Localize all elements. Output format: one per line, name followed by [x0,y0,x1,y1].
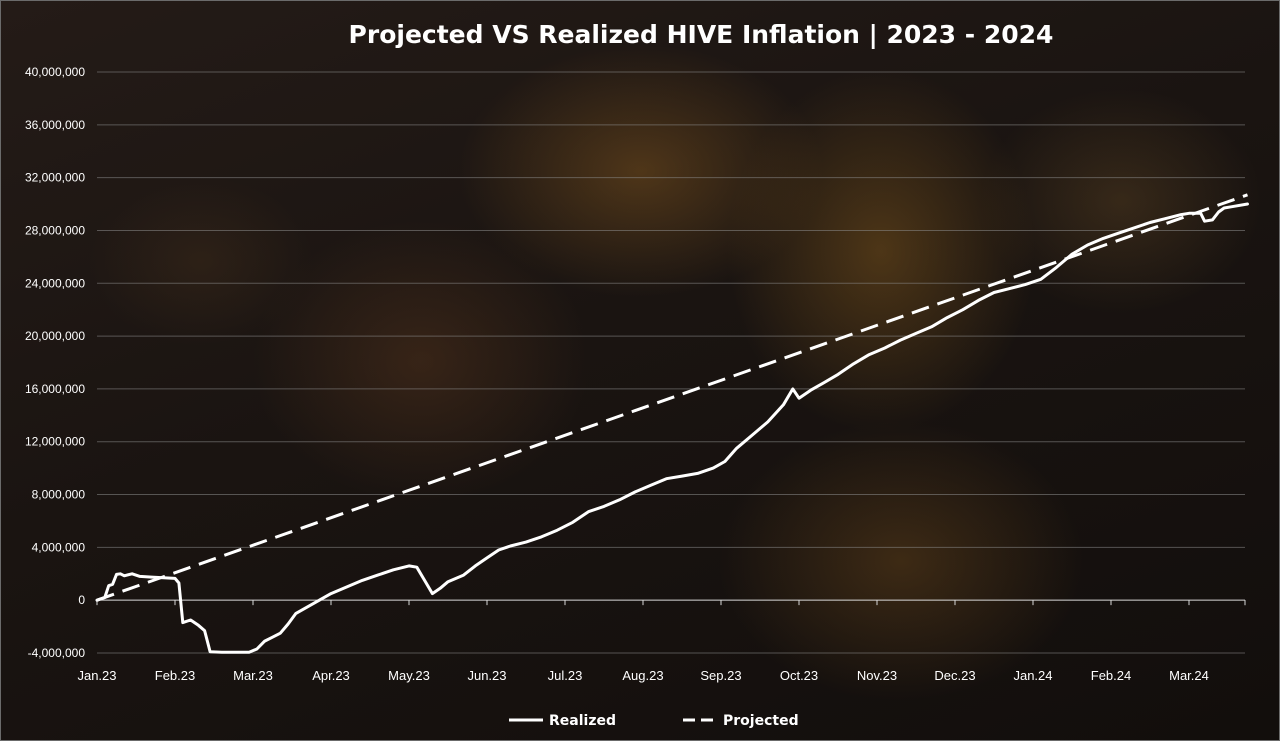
series-projected-line [96,193,1248,602]
x-tick-label: Mar.24 [1169,668,1209,683]
y-tick-label: 16,000,000 [25,382,85,396]
x-tick-label: May.23 [388,668,430,683]
legend-label-realized: Realized [549,713,616,729]
chart-title: Projected VS Realized HIVE Inflation | 2… [349,20,1054,49]
y-tick-label: 4,000,000 [32,540,86,554]
y-tick-label: 36,000,000 [25,118,85,132]
x-axis-tick-labels: Jan.23 Feb.23 Mar.23 Apr.23 May.23 Jun.23 Jul.… [77,668,1208,683]
legend-label-projected: Projected [723,713,799,729]
y-tick-label: 32,000,000 [25,171,85,185]
x-tick-label: Oct.23 [780,668,818,683]
x-tick-label: Nov.23 [857,668,897,683]
x-tick-label: Aug.23 [622,668,663,683]
x-axis [96,599,1246,606]
x-tick-label: Sep.23 [700,668,741,683]
x-tick-label: Feb.24 [1091,668,1131,683]
series-lines [95,193,1249,654]
series-realized-line [95,202,1249,654]
y-tick-label: 8,000,000 [32,488,86,502]
x-tick-label: Jan.24 [1013,668,1052,683]
y-tick-label: 0 [78,593,85,607]
gridlines [97,71,1245,654]
x-tick-label: Feb.23 [155,668,195,683]
y-tick-label: 12,000,000 [25,435,85,449]
x-tick-label: Jun.23 [467,668,506,683]
y-tick-label: 20,000,000 [25,329,85,343]
x-tick-label: Apr.23 [312,668,350,683]
legend: Realized Projected [509,713,799,729]
x-tick-label: Jan.23 [77,668,116,683]
y-axis-tick-labels: -4,000,000 0 4,000,000 8,000,000 12,000,000 1… [25,65,85,660]
y-tick-label: 24,000,000 [25,276,85,290]
y-tick-label: -4,000,000 [28,646,86,660]
x-tick-label: Jul.23 [548,668,583,683]
y-tick-label: 40,000,000 [25,65,85,79]
x-tick-label: Dec.23 [934,668,975,683]
y-tick-label: 28,000,000 [25,223,85,237]
x-tick-label: Mar.23 [233,668,273,683]
